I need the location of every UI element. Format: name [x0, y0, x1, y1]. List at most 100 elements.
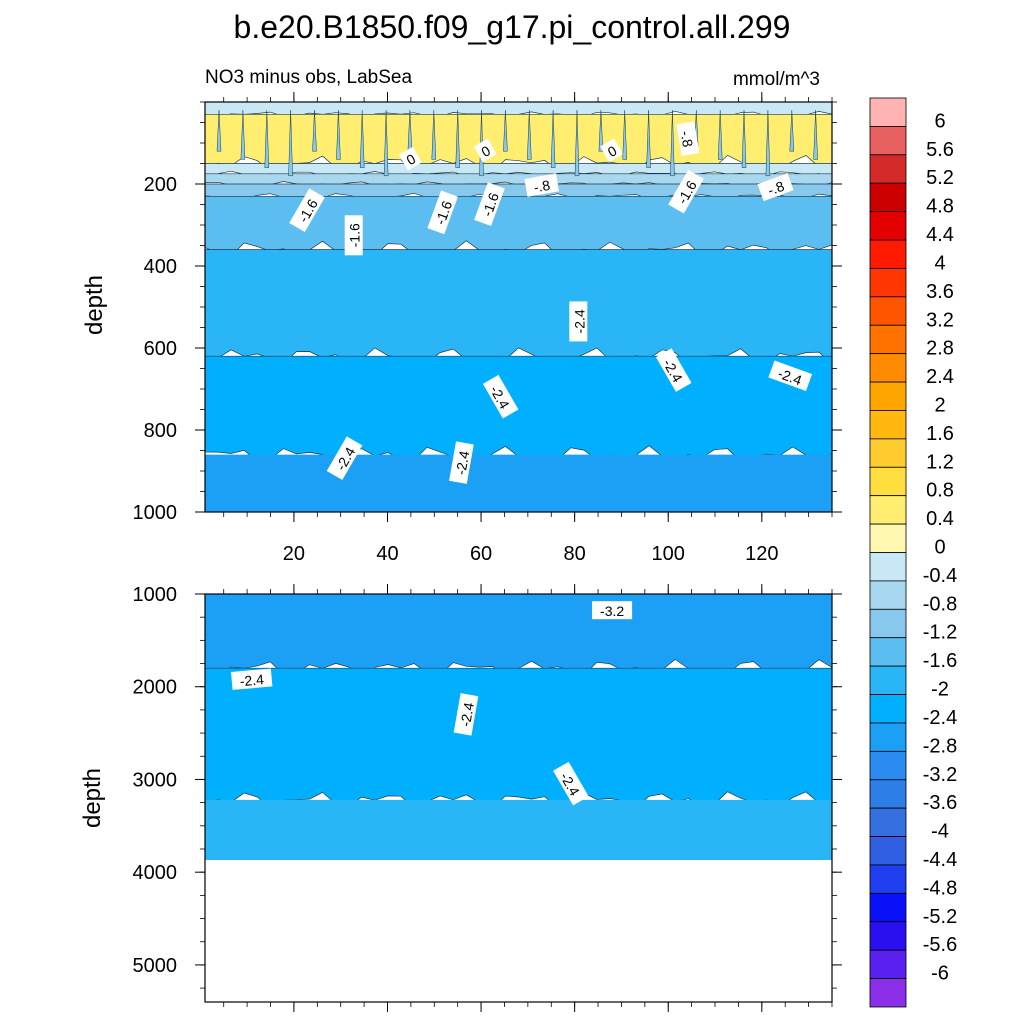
- y-tick-label: 2000: [133, 677, 178, 699]
- plot-frame: [204, 593, 833, 1003]
- colorbar-box: [869, 978, 907, 1008]
- contour-label-text: -.8: [532, 177, 551, 196]
- y-tick-label: 400: [144, 256, 177, 278]
- contour-label-text: -2.4: [452, 449, 472, 476]
- contour-label: -.8: [757, 173, 794, 202]
- colorbar-box: [869, 381, 907, 411]
- colorbar-box: [869, 296, 907, 326]
- streak-feature: [717, 110, 723, 160]
- streak-feature: [598, 110, 604, 152]
- streak-feature: [264, 110, 270, 168]
- contour-band: [204, 355, 833, 464]
- x-tick-label: 100: [652, 543, 685, 565]
- y-tick-label: 200: [144, 174, 177, 196]
- contour-label-text: -1.6: [347, 223, 363, 247]
- contour-label-box: [592, 601, 633, 620]
- contour-label-box: [757, 173, 794, 202]
- contour-label-text: -2.4: [776, 365, 804, 388]
- colorbar-box: [869, 466, 907, 497]
- colorbar-box: [869, 495, 907, 525]
- colorbar-box: [869, 949, 907, 979]
- colorbar-label: 0.4: [926, 508, 954, 530]
- colorbar-label: -2: [931, 679, 949, 701]
- upper-panel: 200 400 600 800 1000 20 40 60 80 100 120 0 0 0 -.8 -1.6…: [133, 92, 842, 565]
- y-tick-label: 3000: [133, 769, 178, 791]
- contour-label-box: [398, 146, 422, 171]
- contour-label: -1.6: [344, 215, 363, 256]
- colorbar-label: -5.6: [923, 934, 957, 956]
- contour-label: -.8: [676, 121, 700, 157]
- colorbar-box: [869, 552, 907, 582]
- colorbar-box: [869, 239, 907, 269]
- y-tick-label: 4000: [133, 862, 178, 884]
- contour-label: 0: [473, 138, 497, 163]
- colorbar-label: -3.6: [923, 792, 957, 814]
- colorbar-box: [869, 694, 907, 724]
- colorbar-box: [869, 864, 907, 894]
- streak-feature: [622, 110, 627, 160]
- contour-label-box: [524, 173, 560, 197]
- colorbar-label: 4.8: [926, 196, 954, 218]
- colorbar-box: [869, 836, 907, 866]
- x-tick-label: 120: [745, 543, 778, 565]
- y-tick-label: 600: [144, 338, 177, 360]
- contour-band: [204, 667, 833, 809]
- contour-label: -2.4: [768, 360, 813, 392]
- colorbar-label: 4.4: [926, 224, 954, 246]
- streak-feature: [359, 110, 365, 168]
- contour-label: 0: [600, 138, 624, 163]
- no-data-region: [205, 860, 832, 1002]
- contour-label-box: [427, 190, 458, 235]
- colorbar-label: 5.2: [926, 167, 954, 189]
- streak-feature: [813, 110, 818, 160]
- colorbar-box: [869, 268, 907, 298]
- contour-label-box: [326, 436, 363, 481]
- streak-feature: [646, 110, 651, 168]
- colorbar-label: 3.6: [926, 281, 954, 303]
- contour-label-box: [676, 121, 700, 157]
- colorbar-label: 3.2: [926, 309, 954, 331]
- contour-label-text: -1.6: [432, 198, 455, 226]
- upper-y-axis-label: depth: [81, 275, 108, 335]
- contour-label-box: [569, 301, 588, 342]
- streak-feature: [527, 110, 532, 160]
- contour-label-text: -2.4: [457, 701, 477, 728]
- colorbar-box: [869, 126, 907, 156]
- colorbar-label: -1.6: [923, 650, 957, 672]
- contour-label: -1.6: [427, 190, 458, 235]
- contour-label-box: [474, 182, 505, 227]
- streak-feature: [431, 110, 437, 160]
- colorbar-box: [869, 750, 907, 781]
- contour-label-text: -.8: [678, 129, 697, 148]
- contour-label-text: -3.2: [600, 603, 624, 619]
- chart-subtitle: NO3 minus obs, LabSea: [205, 67, 412, 88]
- colorbar-box: [869, 353, 907, 383]
- contour-label-box: [553, 761, 589, 806]
- contour-label-text: -2.4: [239, 671, 265, 689]
- streak-feature: [240, 110, 246, 160]
- contour-label: -1.6: [474, 182, 505, 227]
- colorbar-label: -4.8: [923, 877, 957, 899]
- contour-band: [205, 454, 832, 512]
- lower-y-axis-label: depth: [79, 768, 106, 828]
- colorbar-label: 0.8: [926, 480, 954, 502]
- contour-label-box: [655, 348, 692, 392]
- x-tick-label: 80: [564, 543, 586, 565]
- streak-feature: [216, 110, 222, 152]
- contour-label-box: [289, 188, 325, 233]
- y-tick-label: 5000: [133, 955, 178, 977]
- contour-label: -2.4: [449, 441, 474, 484]
- contour-label-text: -1.6: [479, 190, 502, 218]
- colorbar-label: 6: [934, 110, 945, 132]
- contour-label: -2.4: [231, 668, 273, 690]
- x-tick-label: 20: [283, 543, 305, 565]
- colorbar-label: -2.8: [923, 735, 957, 757]
- y-tick-label: 1000: [133, 584, 178, 606]
- contour-label-box: [473, 138, 497, 163]
- contour-label: -2.4: [482, 374, 519, 419]
- contour-label-box: [453, 693, 479, 736]
- units-label: mmol/m^3: [733, 69, 820, 90]
- colorbar-label: 4: [934, 252, 945, 274]
- contour-label-box: [344, 215, 363, 256]
